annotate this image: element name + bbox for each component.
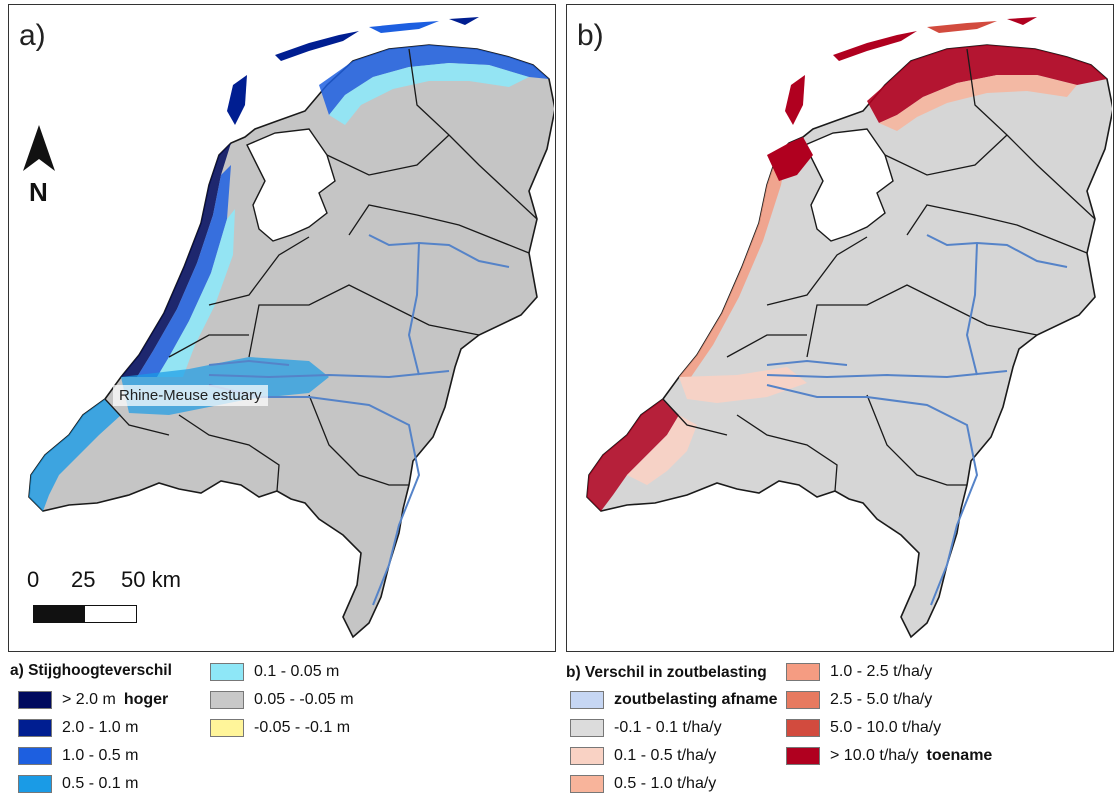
zeeland-salinity-low [627,415,697,485]
legend-label: 5.0 - 10.0 t/ha/y [830,719,942,736]
legend-label: 1.0 - 2.5 t/ha/y [830,663,933,680]
legend-b-item: -0.1 - 0.1 t/ha/y [570,718,722,738]
legend-b-item: 0.5 - 1.0 t/ha/y [570,774,716,794]
netherlands-map-a [28,17,554,638]
scale-label-25: 25 [71,567,96,592]
legend-swatch [570,775,604,793]
legend-a-item: -0.05 - -0.1 m [210,718,350,738]
legend-swatch [786,691,820,709]
legend-label: -0.1 - 0.1 t/ha/y [614,719,722,736]
legend-b-item: zoutbelasting afname [570,690,778,710]
legend-a-item: 0.05 - -0.05 m [210,690,354,710]
wadden-island [833,31,917,61]
scale-label-0: 0 [27,567,40,592]
coastal-band-light [157,209,235,377]
legend-swatch [18,747,52,765]
legend-label: > 10.0 t/ha/y [830,747,919,764]
legend-a-item: 0.5 - 0.1 m [18,774,138,794]
coastal-salinity-high [767,137,813,181]
legend-swatch [210,719,244,737]
legend-label: 0.1 - 0.5 t/ha/y [614,747,717,764]
legend-b-title: b) Verschil in zoutbelasting [566,664,767,681]
legend-swatch [18,719,52,737]
legend-swatch [786,719,820,737]
panel-label-b: b) [577,19,604,52]
legend-swatch [210,691,244,709]
legend-label: 0.5 - 0.1 m [62,775,139,792]
legend-b-item: 2.5 - 5.0 t/ha/y [786,690,932,710]
zeeland-band [29,399,121,511]
north-coast-band-light [329,63,529,125]
legend-a-title: a) Stijghoogteverschil [10,662,172,679]
legend-label: 0.5 - 1.0 t/ha/y [614,775,717,792]
texel-island [785,75,805,125]
rivers [208,234,510,606]
legend-b-item: 0.1 - 0.5 t/ha/y [570,746,716,766]
north-arrow-icon [23,125,55,171]
legend-label: 1.0 - 0.5 m [62,747,139,764]
legend-b-item: 1.0 - 2.5 t/ha/y [786,662,932,682]
legend-label: 2.0 - 1.0 m [62,719,139,736]
north-coast-band [319,45,549,115]
legend-a-item: > 2.0 m hoger [18,690,168,710]
north-salinity-mid [879,75,1077,131]
legend-label: zoutbelasting afname [614,691,778,708]
legend-swatch [18,775,52,793]
legend-label: -0.05 - -0.1 m [254,719,351,736]
legend-a-item: 2.0 - 1.0 m [18,718,138,738]
north-arrow-letter: N [29,177,48,207]
legend-a-item: 0.1 - 0.05 m [210,662,339,682]
scale-bar [33,605,137,623]
north-salinity-high [867,45,1107,123]
legend-label: 0.1 - 0.05 m [254,663,340,680]
legend-note: hoger [123,691,169,708]
legend-swatch [570,747,604,765]
legend-swatch [570,719,604,737]
panel-label-a: a) [19,19,46,52]
zeeland-salinity-high [587,399,679,511]
texel-island [227,75,247,125]
wadden-island [449,17,479,25]
map-panel-a: a) N 0 25 50 km Rhine-Meuse estuary [8,4,556,652]
legend-swatch [210,663,244,681]
legend-a-item: 1.0 - 0.5 m [18,746,138,766]
map-panel-b: b) [566,4,1114,652]
scale-label-50: 50 km [121,567,181,592]
legend-swatch [786,747,820,765]
legend-swatch [18,691,52,709]
estuary-label: Rhine-Meuse estuary [113,385,268,406]
ijsselmeer-water [804,128,894,242]
ijsselmeer-water [246,128,336,242]
legend-b-item: 5.0 - 10.0 t/ha/y [786,718,941,738]
province-borders [662,48,1096,492]
rivers [766,234,1068,606]
wadden-island [927,21,997,33]
legend-swatch [786,663,820,681]
legend-label: 0.05 - -0.05 m [254,691,354,708]
legend-label: 2.5 - 5.0 t/ha/y [830,691,933,708]
legend-swatch [570,691,604,709]
province-borders [104,48,538,492]
legend-label: > 2.0 m [62,691,116,708]
wadden-island [275,31,359,61]
wadden-island [369,21,439,33]
wadden-island [1007,17,1037,25]
coastal-band-dark [121,143,231,377]
legend-note: toename [926,747,993,764]
legend-b-item: > 10.0 t/ha/y toename [786,746,992,766]
coastal-band-mid [137,165,231,377]
netherlands-map-b [586,17,1112,638]
